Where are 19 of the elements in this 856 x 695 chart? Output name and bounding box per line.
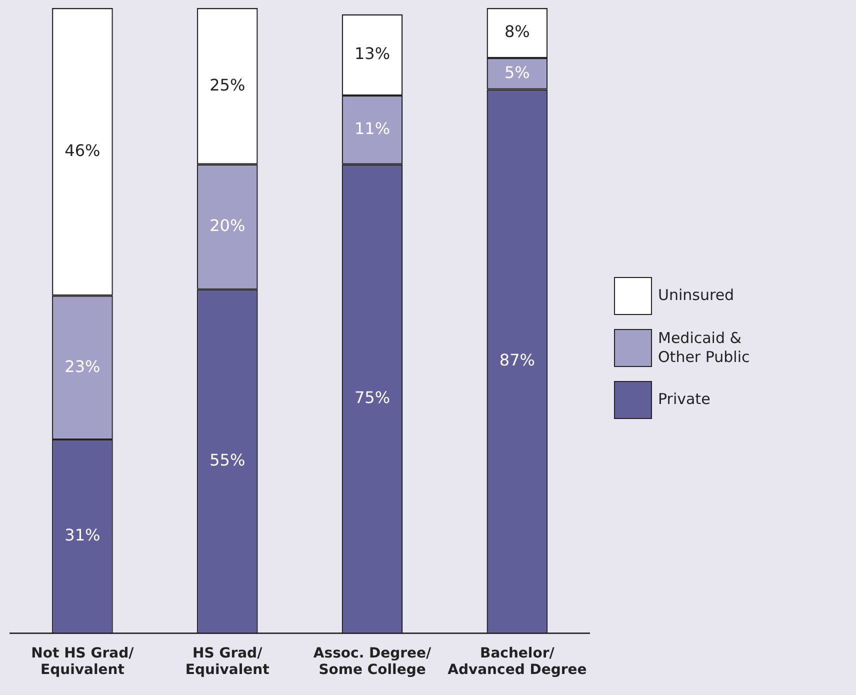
data-label: 20% bbox=[210, 216, 246, 236]
data-label: 11% bbox=[354, 119, 390, 138]
data-label: 8% bbox=[504, 22, 530, 42]
text: Uninsured bbox=[658, 286, 736, 305]
x-tick-label: Not HS Grad/ Equivalent bbox=[31, 645, 135, 678]
data-label: 31% bbox=[64, 526, 100, 545]
x-tick-label: Assoc. Degree/ Some College bbox=[313, 645, 432, 678]
data-label: 46% bbox=[64, 141, 100, 160]
x-tick-label: Bachelor/ Advanced Degree bbox=[448, 645, 587, 678]
data-label: 23% bbox=[64, 356, 100, 376]
data-label: 87% bbox=[499, 350, 535, 370]
x-tick-label: HS Grad/ Equivalent bbox=[185, 645, 270, 678]
text: Medicaid & Other Public bbox=[658, 328, 751, 366]
data-label: 5% bbox=[504, 62, 530, 82]
data-label: 75% bbox=[354, 388, 390, 408]
text: Private bbox=[658, 390, 712, 409]
data-label: 25% bbox=[210, 75, 246, 94]
data-label: 13% bbox=[354, 44, 390, 64]
data-label: 55% bbox=[210, 450, 246, 470]
